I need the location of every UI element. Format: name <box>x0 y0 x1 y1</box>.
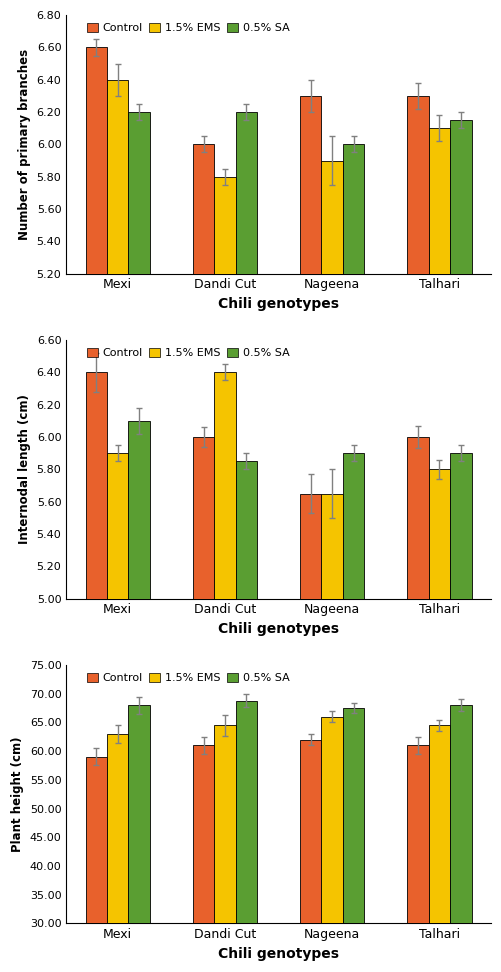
Bar <box>406 96 428 972</box>
Bar <box>214 177 235 972</box>
Bar <box>128 421 150 972</box>
Bar <box>192 437 214 972</box>
Bar <box>107 80 128 972</box>
Bar <box>235 461 257 972</box>
Bar <box>300 96 321 972</box>
Bar <box>428 469 449 972</box>
Bar <box>235 701 257 972</box>
Bar <box>300 740 321 972</box>
X-axis label: Chili genotypes: Chili genotypes <box>217 947 338 961</box>
Bar <box>214 725 235 972</box>
Bar <box>449 705 470 972</box>
Bar <box>342 708 364 972</box>
Bar <box>449 121 470 972</box>
Bar <box>321 494 342 972</box>
Bar <box>85 48 107 972</box>
Bar <box>300 494 321 972</box>
Y-axis label: Number of primary branches: Number of primary branches <box>18 49 31 240</box>
Bar <box>428 128 449 972</box>
Legend: Control, 1.5% EMS, 0.5% SA: Control, 1.5% EMS, 0.5% SA <box>84 20 291 36</box>
Legend: Control, 1.5% EMS, 0.5% SA: Control, 1.5% EMS, 0.5% SA <box>84 346 291 361</box>
Bar <box>214 372 235 972</box>
Bar <box>342 453 364 972</box>
Bar <box>192 746 214 972</box>
Y-axis label: Plant height (cm): Plant height (cm) <box>11 737 24 852</box>
Bar <box>235 112 257 972</box>
Bar <box>321 716 342 972</box>
Bar <box>406 437 428 972</box>
Y-axis label: Internodal length (cm): Internodal length (cm) <box>18 395 31 544</box>
Bar <box>449 453 470 972</box>
Bar <box>107 453 128 972</box>
Bar <box>128 112 150 972</box>
Bar <box>128 705 150 972</box>
X-axis label: Chili genotypes: Chili genotypes <box>217 297 338 311</box>
X-axis label: Chili genotypes: Chili genotypes <box>217 622 338 636</box>
Bar <box>321 160 342 972</box>
Bar <box>428 725 449 972</box>
Legend: Control, 1.5% EMS, 0.5% SA: Control, 1.5% EMS, 0.5% SA <box>84 671 291 685</box>
Bar <box>85 372 107 972</box>
Bar <box>192 145 214 972</box>
Bar <box>107 734 128 972</box>
Bar <box>342 145 364 972</box>
Bar <box>85 757 107 972</box>
Bar <box>406 746 428 972</box>
